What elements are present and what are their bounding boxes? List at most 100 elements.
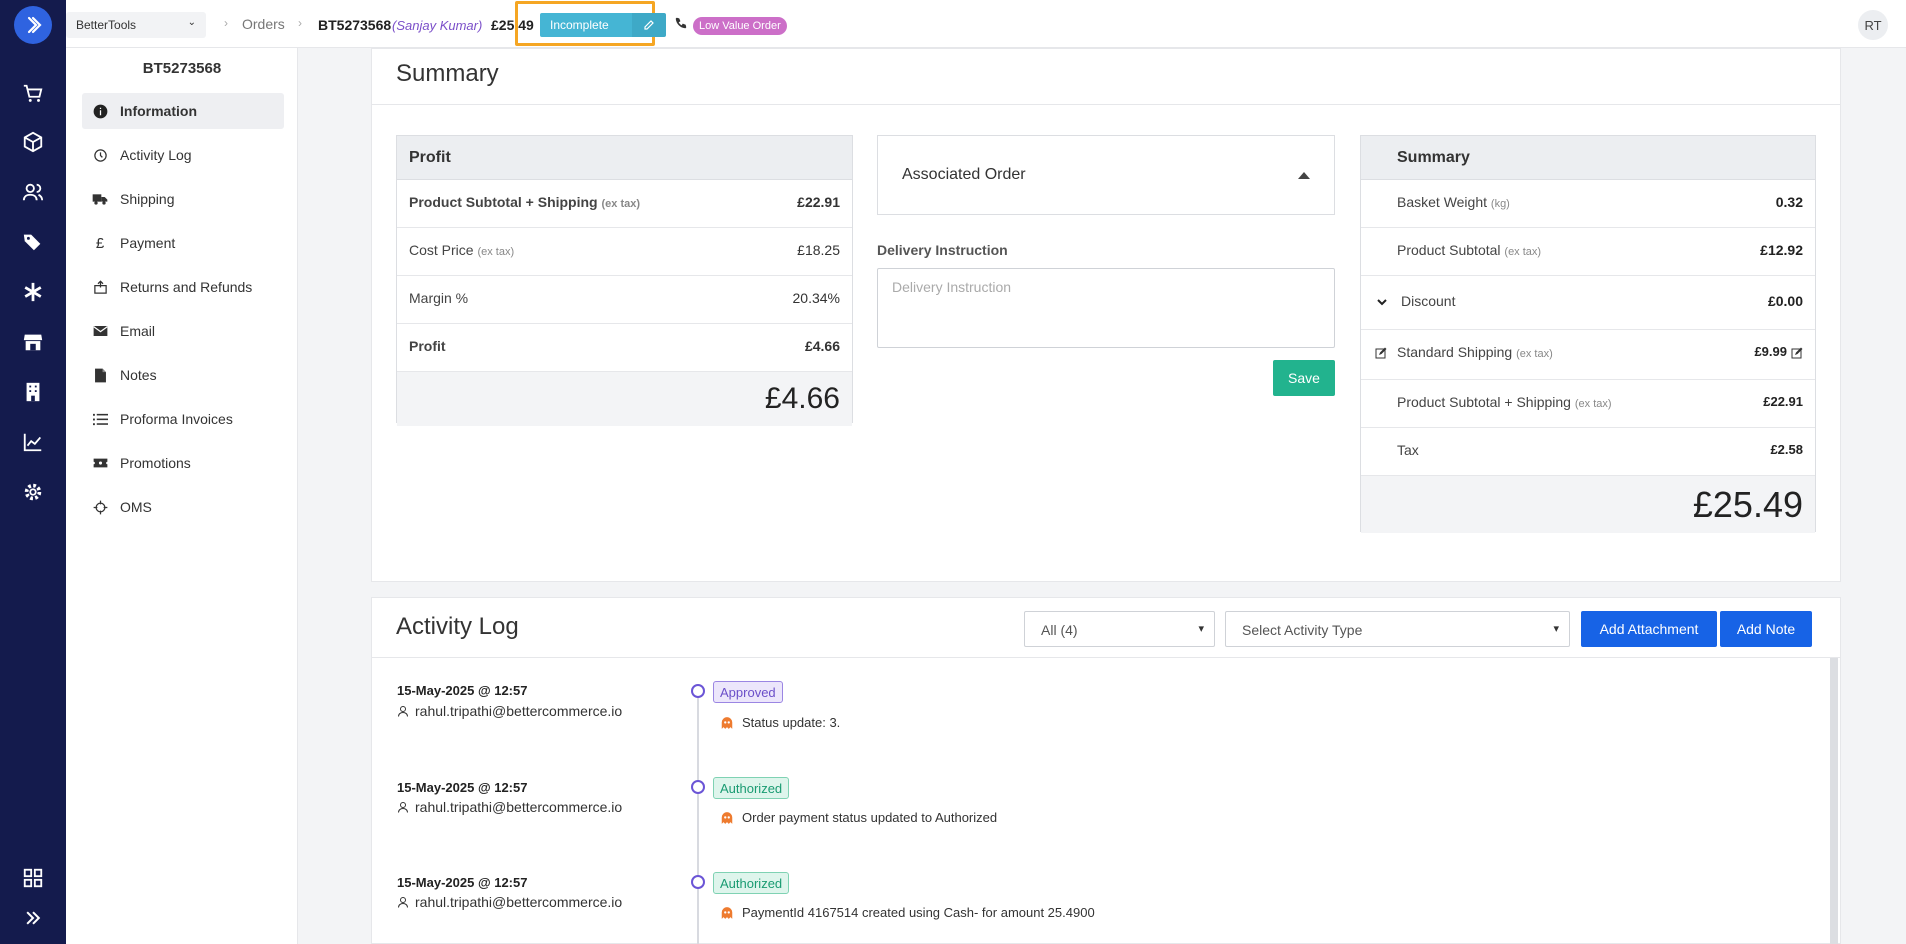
settings-icon[interactable] [19, 478, 47, 506]
summary-row: Tax £2.58 [1361, 428, 1815, 476]
nav-item-proforma-invoices[interactable]: Proforma Invoices [82, 401, 284, 437]
summary-card-title: Summary [396, 60, 499, 87]
entry-date: 15-May-2025 @ 12:57 [397, 683, 528, 698]
add-note-button[interactable]: Add Note [1720, 611, 1812, 647]
ticket-icon [92, 455, 108, 471]
store-selector[interactable]: BetterTools ⌄ [66, 12, 206, 38]
profit-total-value: £4.66 [764, 382, 840, 415]
breadcrumb-separator-icon: › [224, 16, 228, 30]
profit-row-note: (ex tax) [601, 198, 641, 210]
tags-icon[interactable] [19, 228, 47, 256]
customer-name-link[interactable]: (Sanjay Kumar) [392, 18, 483, 33]
chart-line-icon[interactable] [19, 428, 47, 456]
activity-filter-value: All (4) [1041, 622, 1078, 638]
nav-item-oms[interactable]: OMS [82, 489, 284, 525]
building-icon[interactable] [19, 378, 47, 406]
timeline-dot [691, 684, 705, 698]
order-id: BT5273568 [318, 17, 392, 33]
nav-item-notes[interactable]: Notes [82, 357, 284, 393]
bettercommerce-logo-icon[interactable] [14, 6, 52, 44]
timeline-dot [691, 875, 705, 889]
entry-user: rahul.tripathi@bettercommerce.io [397, 894, 622, 910]
activity-log-scrollbar[interactable] [1830, 658, 1838, 944]
summary-total-value: £25.49 [1692, 484, 1803, 525]
nav-item-returns[interactable]: Returns and Refunds [82, 269, 284, 305]
activity-type-select[interactable]: Select Activity Type ▾ [1225, 611, 1570, 647]
ghost-icon [720, 811, 734, 825]
users-icon[interactable] [19, 178, 47, 206]
summary-row-note: (kg) [1490, 198, 1510, 210]
summary-panel: Summary Basket Weight (kg) 0.32 Product … [1360, 135, 1816, 533]
note-icon [92, 367, 108, 383]
ghost-icon [720, 716, 734, 730]
profit-row-value: 20.34% [792, 290, 840, 306]
nav-item-label: Email [120, 323, 156, 339]
return-icon [92, 279, 108, 295]
truck-icon [92, 191, 108, 207]
edit-status-button[interactable] [632, 13, 666, 37]
box-icon[interactable] [19, 128, 47, 156]
expand-sidebar-icon[interactable] [19, 904, 47, 932]
asterisk-icon[interactable] [19, 278, 47, 306]
profit-row: Margin % 20.34% [397, 276, 852, 324]
user-icon [397, 705, 409, 717]
email-icon [92, 323, 108, 339]
summary-row-label: Tax [1397, 442, 1419, 458]
order-sidenav: BT5273568 Information Activity Log Shipp… [66, 48, 298, 944]
cart-icon[interactable] [19, 80, 47, 108]
nav-item-email[interactable]: Email [82, 313, 284, 349]
order-status-button[interactable]: Incomplete [540, 13, 632, 37]
nav-item-label: Proforma Invoices [120, 411, 233, 427]
entry-user-email: rahul.tripathi@bettercommerce.io [415, 894, 623, 910]
phone-icon[interactable] [674, 16, 688, 33]
activity-filter-select[interactable]: All (4) ▾ [1024, 611, 1215, 647]
profit-panel: Profit Product Subtotal + Shipping (ex t… [396, 135, 853, 426]
breadcrumb-separator-icon: › [298, 16, 302, 30]
store-icon[interactable] [19, 328, 47, 356]
nav-item-label: OMS [120, 499, 152, 515]
entry-message: PaymentId 4167514 created using Cash- fo… [742, 905, 1095, 920]
apps-grid-icon[interactable] [19, 864, 47, 892]
entry-message: Status update: 3. [742, 715, 841, 730]
profit-row-label: Product Subtotal + Shipping [409, 194, 598, 210]
caret-up-icon [1298, 166, 1310, 182]
edit-shipping-icon[interactable] [1375, 346, 1387, 362]
add-attachment-button[interactable]: Add Attachment [1581, 611, 1717, 647]
ghost-icon [720, 906, 734, 920]
nav-item-shipping[interactable]: Shipping [82, 181, 284, 217]
profit-row-label: Cost Price [409, 242, 474, 258]
nav-item-label: Information [120, 103, 197, 119]
nav-item-activity-log[interactable]: Activity Log [82, 137, 284, 173]
nav-item-payment[interactable]: £ Payment [82, 225, 284, 261]
nav-item-label: Shipping [120, 191, 175, 207]
save-button[interactable]: Save [1273, 360, 1335, 396]
summary-row-note: (ex tax) [1574, 398, 1612, 410]
activity-log-card [371, 597, 1841, 944]
summary-row-value: £22.91 [1763, 394, 1803, 409]
edit-icon[interactable] [1791, 346, 1803, 362]
delivery-instruction-input[interactable] [877, 268, 1335, 348]
summary-row-value: £12.92 [1760, 242, 1803, 258]
associated-order-title: Associated Order [902, 166, 1026, 183]
profit-row-value: £4.66 [804, 338, 840, 354]
summary-row-shipping: Standard Shipping (ex tax) £9.99 [1361, 330, 1815, 380]
summary-row: Product Subtotal + Shipping (ex tax) £22… [1361, 380, 1815, 428]
app-rail [0, 0, 66, 944]
chevron-down-icon: ⌄ [187, 17, 196, 28]
summary-row-discount[interactable]: Discount £0.00 [1361, 276, 1815, 330]
edit-icon [644, 20, 654, 30]
summary-row-value: £9.99 [1754, 344, 1787, 359]
low-value-order-badge: Low Value Order [693, 17, 787, 35]
chevron-down-icon[interactable] [1377, 293, 1387, 309]
user-icon [397, 801, 409, 813]
breadcrumb-orders[interactable]: Orders [242, 16, 285, 32]
user-avatar[interactable]: RT [1858, 10, 1888, 40]
entry-status-badge: Authorized [713, 777, 790, 799]
nav-item-label: Returns and Refunds [120, 279, 253, 295]
nav-item-information[interactable]: Information [82, 93, 284, 129]
profit-panel-title: Profit [397, 136, 852, 180]
associated-order-accordion[interactable]: Associated Order [877, 135, 1335, 215]
nav-item-label: Notes [120, 367, 157, 383]
nav-item-promotions[interactable]: Promotions [82, 445, 284, 481]
summary-row-value: £2.58 [1770, 442, 1803, 457]
